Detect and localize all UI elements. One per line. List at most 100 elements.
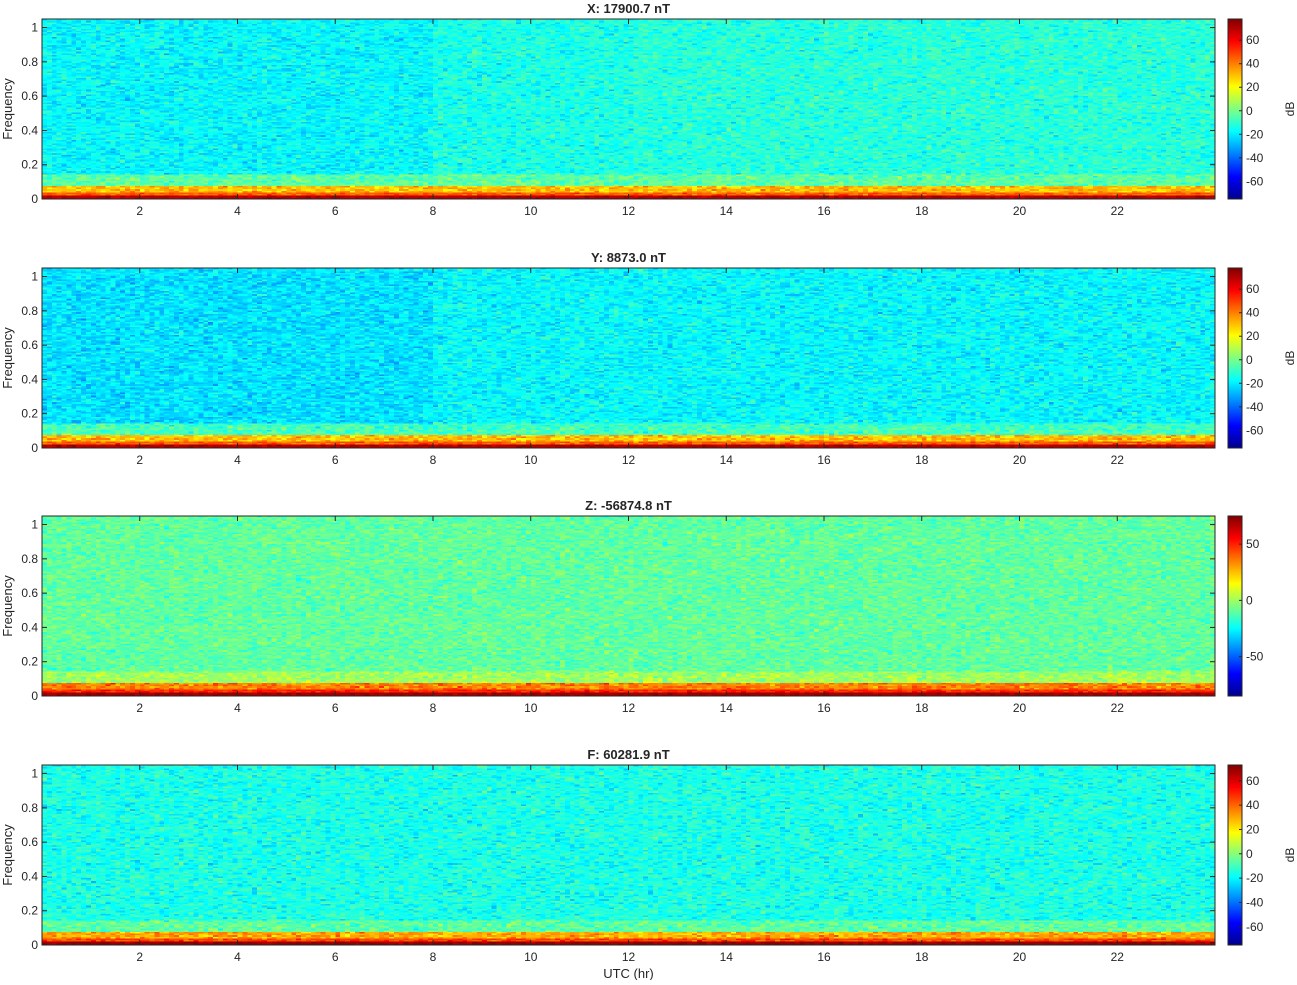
y-tick-label: 0.8: [21, 55, 38, 69]
colorbar-tick-label: -20: [1246, 127, 1264, 141]
x-tick-label: 20: [1013, 950, 1027, 964]
x-tick-label: 16: [817, 701, 831, 715]
x-tick-label: 2: [136, 701, 143, 715]
x-tick-label: 8: [430, 453, 437, 467]
y-tick-label: 0.6: [21, 835, 38, 849]
spectrogram-panel-y: 2 4 6 8 10 12 14 16 18 20 22 0 0.2 0.4 0.6 0.8 1 Y: 8873.…: [0, 250, 1297, 467]
y-tick-label: 0.4: [21, 123, 38, 137]
colorbar-tick-label: 60: [1246, 774, 1260, 788]
y-tick-label: 1: [31, 767, 38, 781]
x-tick-label: 8: [430, 701, 437, 715]
colorbar-tick-label: 0: [1246, 353, 1253, 367]
colorbar: -50 0 50: [1227, 515, 1264, 697]
colorbar-tick-label: 0: [1246, 847, 1253, 861]
x-tick-label: 10: [524, 204, 538, 218]
x-axis-label: UTC (hr): [603, 966, 654, 980]
y-tick-label: 1: [31, 21, 38, 35]
colorbar-gradient: [1227, 515, 1243, 697]
x-tick-label: 12: [622, 453, 636, 467]
colorbar: -60 -40 -20 0 20 40 60 dB: [1227, 267, 1297, 449]
y-tick-label: 0.8: [21, 801, 38, 815]
x-tick-label: 18: [915, 701, 929, 715]
y-tick-label: 0.6: [21, 89, 38, 103]
x-tick-label: 2: [136, 204, 143, 218]
spectrogram-image: [42, 765, 1215, 945]
panel-title: Y: 8873.0 nT: [591, 250, 666, 265]
x-tick-label: 4: [234, 204, 241, 218]
y-tick-label: 1: [31, 518, 38, 532]
x-tick-label: 4: [234, 950, 241, 964]
x-tick-label: 22: [1111, 701, 1125, 715]
colorbar-tick-label: 0: [1246, 104, 1253, 118]
y-tick-label: 0: [31, 441, 38, 455]
x-tick-label: 2: [136, 950, 143, 964]
colorbar-tick-label: -20: [1246, 871, 1264, 885]
x-tick-label: 16: [817, 453, 831, 467]
colorbar: -60 -40 -20 0 20 40 60 dB: [1227, 18, 1297, 200]
colorbar-tick-label: 20: [1246, 822, 1260, 836]
x-tick-label: 14: [720, 204, 734, 218]
colorbar-label: dB: [1283, 848, 1297, 863]
x-tick-label: 4: [234, 453, 241, 467]
y-tick-label: 0.4: [21, 620, 38, 634]
panel-title: X: 17900.7 nT: [587, 1, 670, 16]
colorbar-tick-label: -50: [1246, 650, 1264, 664]
y-axis-label: Frequency: [0, 824, 15, 886]
x-tick-label: 4: [234, 701, 241, 715]
y-tick-label: 0.4: [21, 372, 38, 386]
x-tick-label: 8: [430, 950, 437, 964]
x-tick-label: 6: [332, 204, 339, 218]
x-tick-label: 6: [332, 701, 339, 715]
y-axis-label: Frequency: [0, 575, 15, 637]
colorbar-tick-label: -40: [1246, 895, 1264, 909]
x-tick-label: 22: [1111, 950, 1125, 964]
x-tick-label: 14: [720, 701, 734, 715]
x-tick-label: 14: [720, 453, 734, 467]
x-tick-label: 8: [430, 204, 437, 218]
y-tick-label: 0.2: [21, 158, 38, 172]
colorbar-tick-label: 20: [1246, 80, 1260, 94]
x-tick-label: 12: [622, 204, 636, 218]
y-tick-label: 1: [31, 270, 38, 284]
colorbar-tick-label: -60: [1246, 423, 1264, 437]
y-tick-label: 0: [31, 192, 38, 206]
x-tick-label: 18: [915, 453, 929, 467]
spectrogram-image: [42, 19, 1215, 199]
x-tick-label: 10: [524, 453, 538, 467]
x-tick-label: 10: [524, 950, 538, 964]
colorbar-tick-label: -40: [1246, 400, 1264, 414]
y-tick-label: 0.8: [21, 304, 38, 318]
spectrogram-image: [42, 516, 1215, 696]
x-tick-label: 22: [1111, 204, 1125, 218]
spectrogram-panel-z: 2 4 6 8 10 12 14 16 18 20 22 0 0.2 0.4 0.6 0.8 1 Z: -5687…: [0, 498, 1264, 715]
y-tick-label: 0: [31, 689, 38, 703]
spectrogram-panel-x: 2 4 6 8 10 12 14 16 18 20 22 0 0.2 0.4 0.6 0.8 1 X: 17900…: [0, 1, 1297, 218]
y-axis-label: Frequency: [0, 78, 15, 140]
colorbar-tick-label: -40: [1246, 151, 1264, 165]
y-tick-label: 0: [31, 938, 38, 952]
x-tick-label: 18: [915, 204, 929, 218]
x-tick-label: 18: [915, 950, 929, 964]
colorbar-label: dB: [1283, 102, 1297, 117]
x-tick-label: 12: [622, 701, 636, 715]
y-tick-label: 0.4: [21, 869, 38, 883]
spectrogram-panel-f: 2 4 6 8 10 12 14 16 18 20 22 0 0.2 0.4 0.6 0.8 1 F: 60281…: [0, 747, 1297, 981]
x-tick-label: 14: [720, 950, 734, 964]
x-tick-label: 2: [136, 453, 143, 467]
y-tick-label: 0.8: [21, 552, 38, 566]
colorbar-gradient: [1227, 267, 1243, 449]
x-tick-label: 16: [817, 950, 831, 964]
y-tick-label: 0.6: [21, 338, 38, 352]
x-tick-label: 20: [1013, 204, 1027, 218]
x-tick-label: 10: [524, 701, 538, 715]
colorbar-label: dB: [1283, 351, 1297, 366]
panel-title: Z: -56874.8 nT: [585, 498, 672, 513]
x-tick-label: 22: [1111, 453, 1125, 467]
y-tick-label: 0.6: [21, 586, 38, 600]
colorbar-tick-label: 20: [1246, 329, 1260, 343]
colorbar-tick-label: 40: [1246, 57, 1260, 71]
x-tick-label: 16: [817, 204, 831, 218]
y-tick-label: 0.2: [21, 904, 38, 918]
colorbar-gradient: [1227, 18, 1243, 200]
